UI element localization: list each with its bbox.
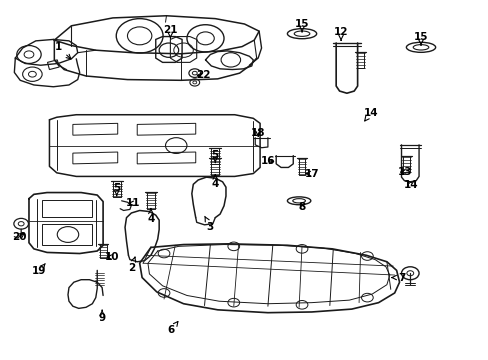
Text: 9: 9 bbox=[99, 310, 105, 323]
Text: 18: 18 bbox=[250, 128, 265, 138]
Text: 22: 22 bbox=[195, 70, 210, 80]
Text: 21: 21 bbox=[163, 25, 177, 38]
Text: 20: 20 bbox=[12, 232, 26, 242]
Text: 4: 4 bbox=[147, 209, 154, 224]
Text: 3: 3 bbox=[204, 216, 214, 231]
Text: 2: 2 bbox=[127, 257, 135, 273]
Text: 14: 14 bbox=[363, 108, 378, 121]
Text: 4: 4 bbox=[211, 175, 219, 189]
Text: 13: 13 bbox=[397, 167, 412, 177]
Text: 6: 6 bbox=[167, 321, 178, 335]
Text: 7: 7 bbox=[391, 273, 405, 283]
Text: 15: 15 bbox=[294, 19, 308, 32]
Text: 10: 10 bbox=[104, 252, 119, 262]
Text: 5: 5 bbox=[211, 150, 219, 163]
Text: 14: 14 bbox=[403, 180, 418, 190]
Text: 19: 19 bbox=[32, 264, 46, 276]
Text: 8: 8 bbox=[298, 202, 305, 212]
Text: 1: 1 bbox=[55, 42, 71, 59]
Text: 5: 5 bbox=[113, 183, 120, 196]
Text: 16: 16 bbox=[260, 156, 275, 166]
Text: 17: 17 bbox=[304, 168, 319, 179]
Text: 15: 15 bbox=[413, 32, 427, 45]
Text: 12: 12 bbox=[333, 27, 347, 40]
Text: 11: 11 bbox=[126, 198, 140, 208]
